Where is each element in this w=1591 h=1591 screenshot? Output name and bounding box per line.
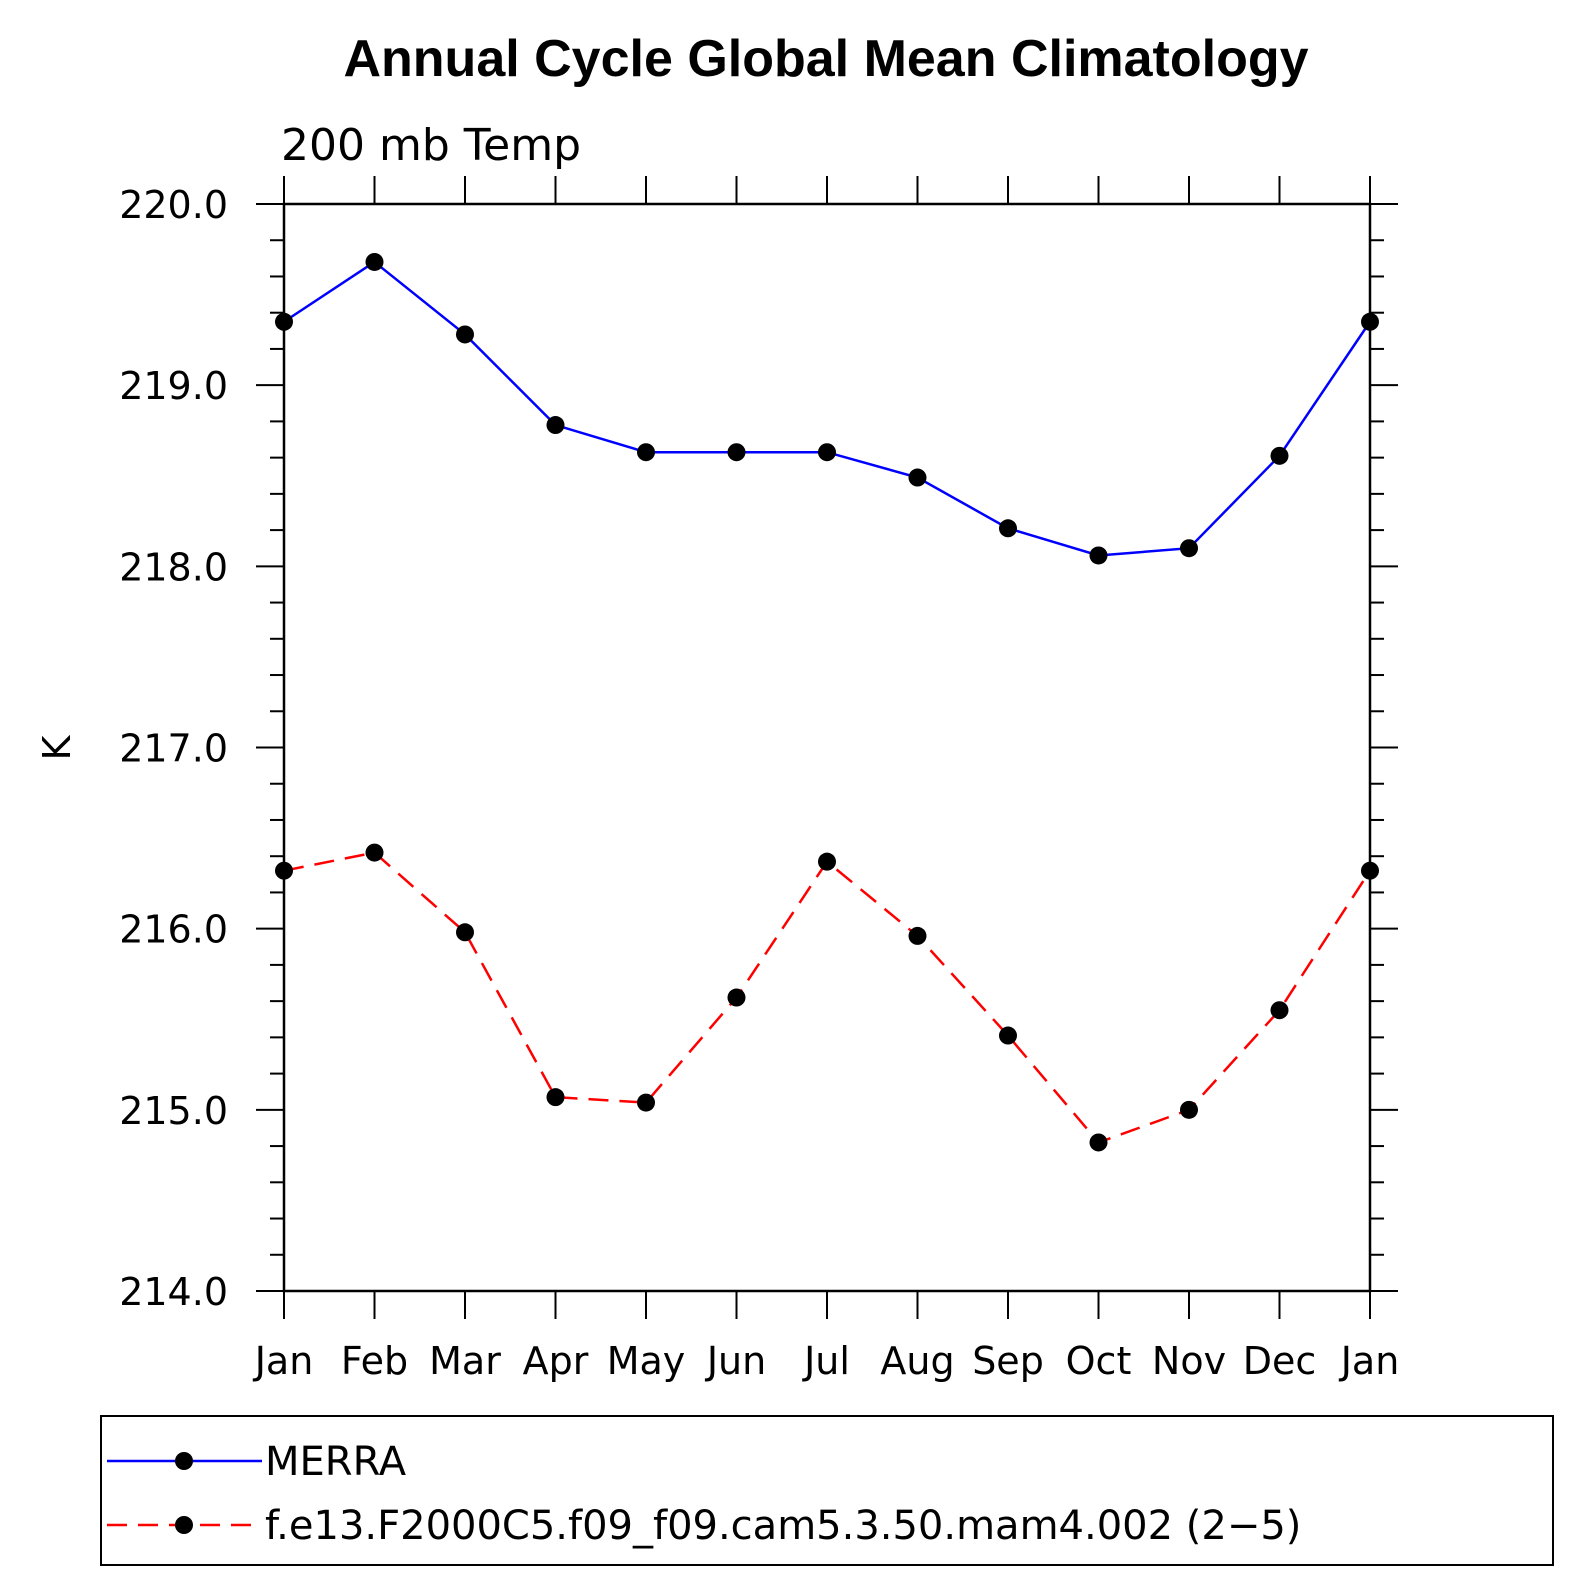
y-tick-label: 219.0	[119, 364, 228, 408]
series-0-point	[1270, 446, 1289, 465]
series-1-point	[908, 926, 927, 945]
series-0-point	[546, 416, 565, 435]
x-tick-label: Aug	[880, 1339, 954, 1383]
x-tick-label: Nov	[1152, 1339, 1226, 1383]
x-tick-label: Oct	[1066, 1339, 1132, 1383]
series-layer	[275, 252, 1379, 1152]
y-tick-label: 216.0	[119, 908, 228, 952]
series-1-point	[1180, 1100, 1198, 1119]
series-0-point	[727, 443, 746, 462]
series-1-point	[999, 1026, 1017, 1045]
x-tick-label: May	[607, 1339, 686, 1383]
x-tick-label: Jun	[705, 1339, 766, 1383]
legend-marker-0	[175, 1452, 193, 1470]
series-1-point	[275, 861, 293, 880]
series-0-point	[1361, 312, 1379, 331]
plot-frame	[282, 202, 1372, 1293]
series-0-point	[637, 443, 655, 462]
legend-label-1: f.e13.F2000C5.f09_f09.cam5.3.50.mam4.002…	[265, 1503, 1301, 1549]
x-tick-label: Feb	[341, 1339, 408, 1383]
series-1-point	[818, 852, 836, 871]
y-tick-label: 218.0	[119, 545, 228, 589]
series-1-point	[456, 923, 474, 942]
legend-label-0: MERRA	[265, 1439, 407, 1485]
series-1-point	[727, 988, 746, 1007]
series-0-point	[275, 312, 293, 331]
series-0-point	[365, 252, 384, 271]
series-0-point	[999, 519, 1017, 538]
series-1-point	[365, 843, 384, 862]
plot-axes: 214.0 215.0 216.0 217.0 218.0 219.0 220.0 Jan Fe…	[119, 176, 1399, 1383]
y-tick-label: 215.0	[119, 1089, 228, 1133]
series-0-point	[1180, 539, 1198, 558]
series-line-0	[283, 260, 1372, 557]
series-0-point	[908, 468, 927, 487]
x-tick-label: Jul	[802, 1339, 850, 1383]
series-1-point	[1089, 1133, 1108, 1152]
y-tick-label: 214.0	[119, 1270, 228, 1314]
series-1-point	[546, 1088, 565, 1107]
y-tick-label: 217.0	[119, 727, 228, 771]
chart-title: Annual Cycle Global Mean Climatology	[343, 30, 1308, 88]
series-1-point	[1361, 861, 1379, 880]
series-1-point	[1270, 1001, 1289, 1020]
y-axis-label: K	[35, 734, 79, 760]
legend-marker-1	[175, 1516, 193, 1534]
legend: MERRA f.e13.F2000C5.f09_f09.cam5.3.50.mam…	[100, 1415, 1554, 1566]
chart-subtitle: 200 mb Temp	[281, 120, 581, 171]
x-tick-label: Jan	[253, 1339, 314, 1383]
series-0-point	[1089, 546, 1108, 565]
series-1-point	[637, 1093, 655, 1112]
series-0-point	[818, 443, 836, 462]
series-0-point	[456, 325, 474, 344]
x-tick-label: Mar	[429, 1339, 501, 1383]
legend-box	[100, 1415, 1554, 1566]
x-tick-label: Jan	[1339, 1339, 1400, 1383]
x-tick-label: Dec	[1243, 1339, 1317, 1383]
x-tick-label: Sep	[972, 1339, 1044, 1383]
y-tick-label: 220.0	[119, 183, 228, 227]
series-line-1	[283, 851, 1372, 1144]
x-tick-label: Apr	[523, 1339, 589, 1383]
